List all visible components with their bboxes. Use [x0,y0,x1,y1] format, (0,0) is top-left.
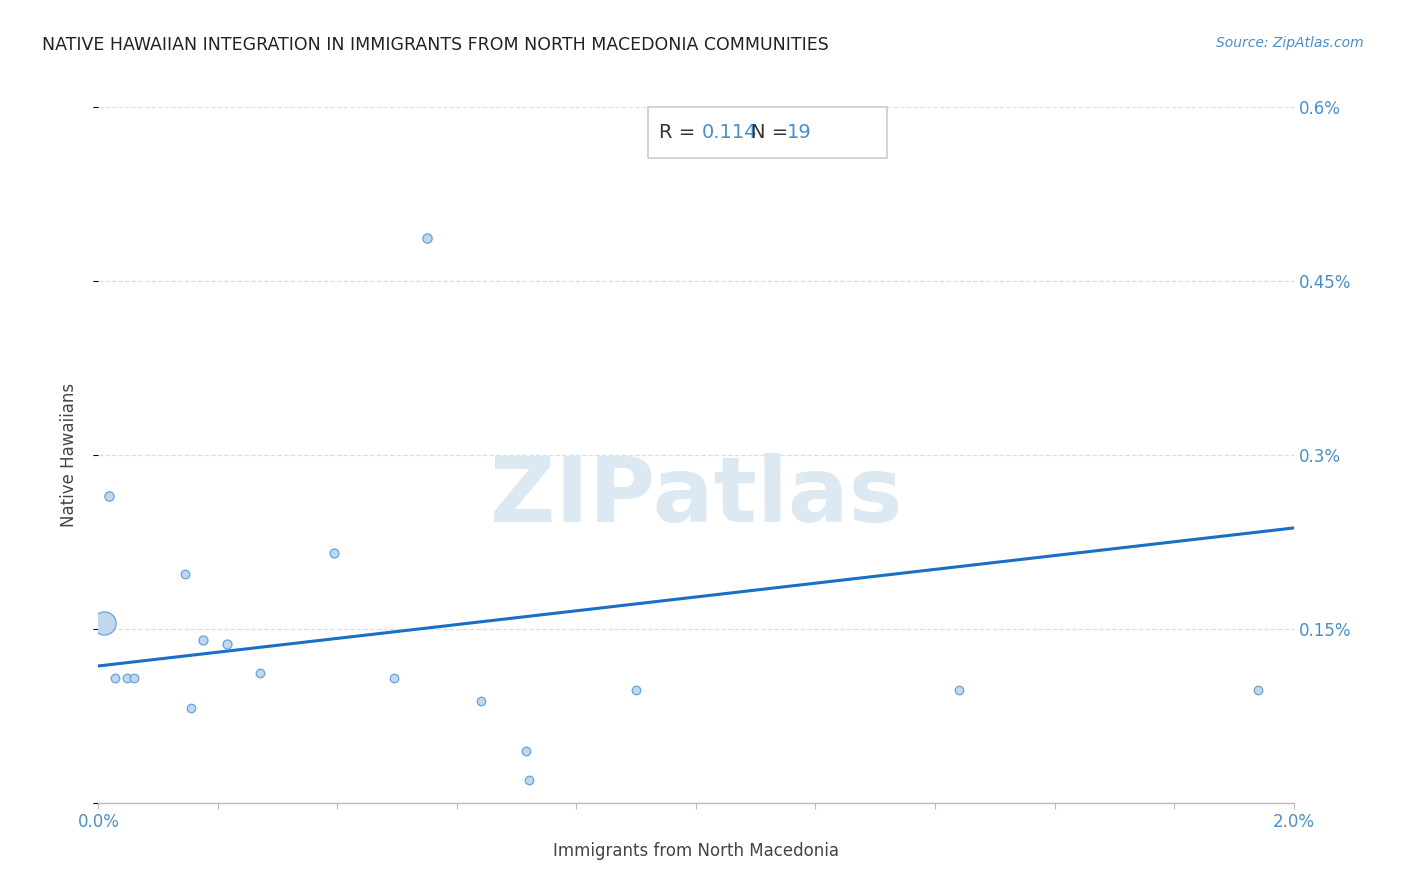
Text: ZIPatlas: ZIPatlas [489,452,903,541]
Point [382,671,405,685]
Text: R =: R = [659,123,702,142]
Point [115,671,138,685]
Point [1247,683,1270,698]
Point [685,126,707,140]
Text: N =: N = [751,123,794,142]
Point [948,683,970,698]
Point [180,700,202,714]
Point [98,489,121,503]
Point [104,671,127,685]
Point [517,772,540,787]
Text: NATIVE HAWAIIAN INTEGRATION IN IMMIGRANTS FROM NORTH MACEDONIA COMMUNITIES: NATIVE HAWAIIAN INTEGRATION IN IMMIGRANT… [42,36,830,54]
Point [93,615,115,630]
X-axis label: Immigrants from North Macedonia: Immigrants from North Macedonia [553,842,839,860]
Point [191,633,214,648]
Point [249,665,271,680]
Point [416,231,439,245]
Text: 0.114: 0.114 [702,123,758,142]
Y-axis label: Native Hawaiians: Native Hawaiians [59,383,77,527]
Point [515,744,537,758]
Point [323,546,346,561]
Point [174,567,197,582]
Text: Source: ZipAtlas.com: Source: ZipAtlas.com [1216,36,1364,50]
Point [470,694,492,708]
Text: 19: 19 [787,123,813,142]
Point [124,671,146,685]
Point [626,683,648,698]
Point [215,637,238,651]
